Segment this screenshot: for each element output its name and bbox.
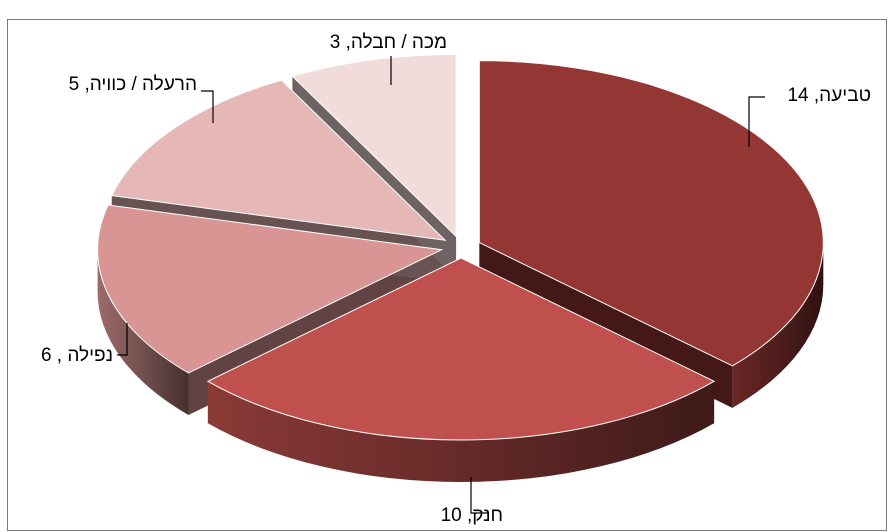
slice-blow-injury xyxy=(291,53,457,238)
pie-chart: טביעה, 14 חנק, 10 נפילה , 6 הרעלה / כווי… xyxy=(41,32,871,526)
leader-line-poisoning-burn xyxy=(201,90,214,123)
slice-choking-side xyxy=(207,381,715,482)
data-label-choking: חנק, 10 xyxy=(441,505,503,526)
chart-area: טביעה, 14 חנק, 10 נפילה , 6 הרעלה / כווי… xyxy=(7,19,887,531)
leader-line-fall xyxy=(117,323,128,356)
leader-line-drowning xyxy=(748,96,765,147)
slice-fall xyxy=(97,204,444,374)
slice-poisoning-burn xyxy=(110,79,447,241)
data-label-blow-injury: מכה / חבלה, 3 xyxy=(330,32,447,53)
data-label-poisoning-burn: הרעלה / כוויה, 5 xyxy=(69,74,197,95)
leader-line-choking xyxy=(470,477,489,514)
data-label-fall: נפילה , 6 xyxy=(41,345,113,366)
slice-drowning-side xyxy=(732,242,824,408)
data-label-drowning: טביעה, 14 xyxy=(787,85,871,106)
slice-fall-side xyxy=(97,249,189,415)
slice-drowning xyxy=(478,60,824,367)
slice-choking xyxy=(206,257,716,441)
